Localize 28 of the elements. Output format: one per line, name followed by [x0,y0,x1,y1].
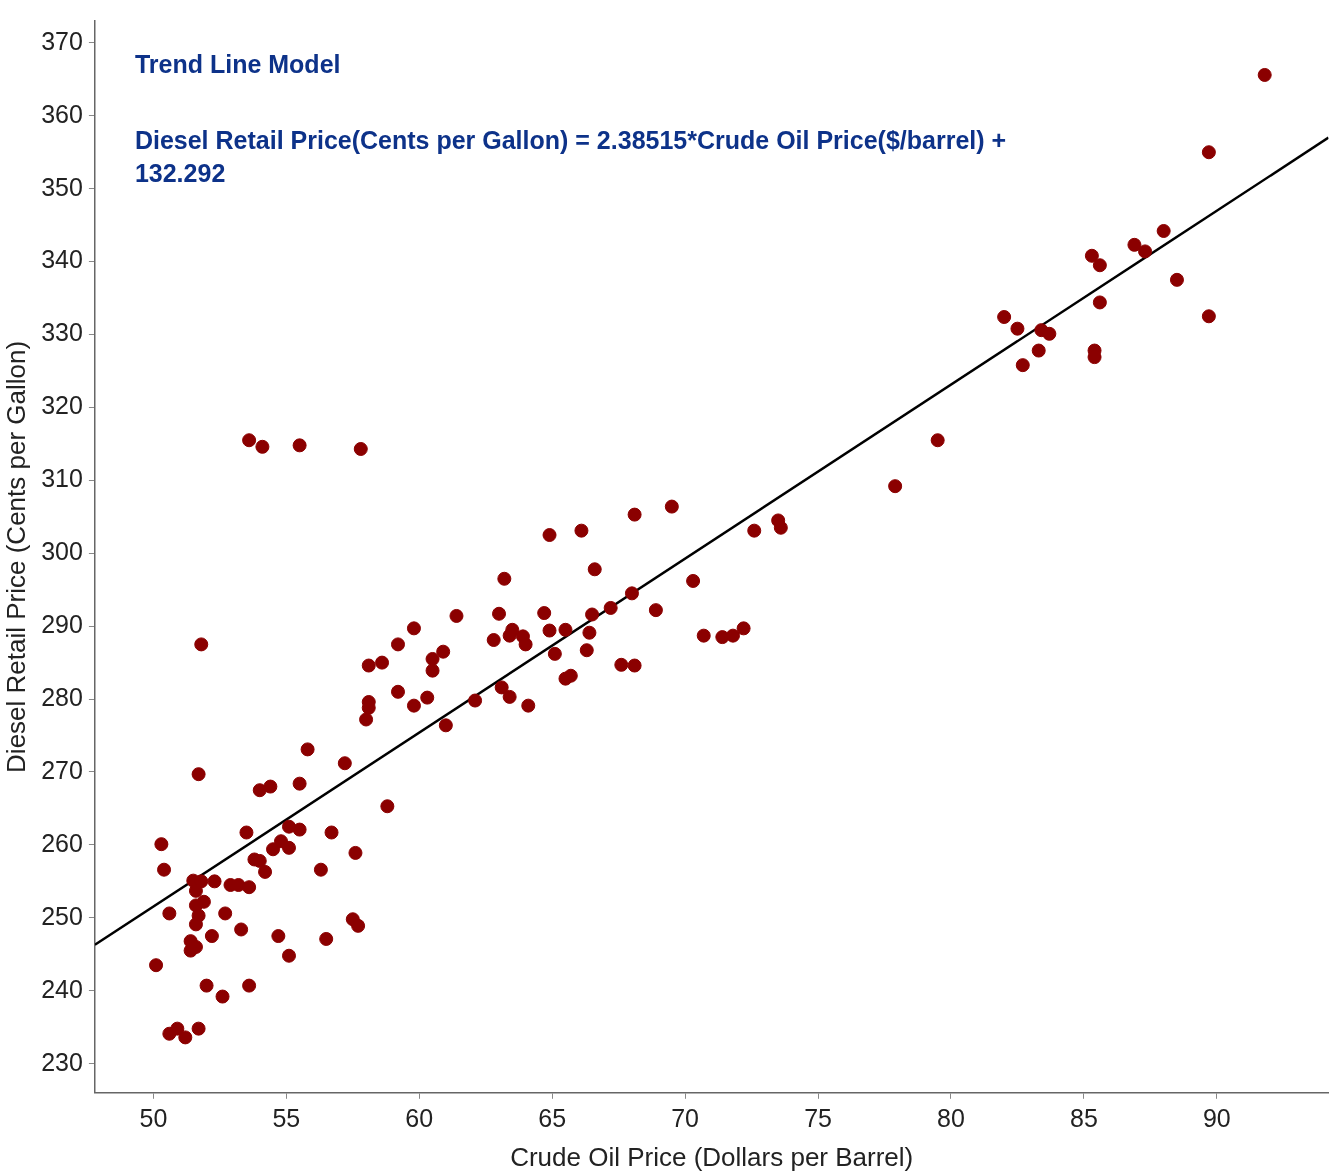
x-tick-label: 50 [139,1103,168,1132]
x-tick-label: 60 [405,1103,434,1132]
y-tick-label: 320 [41,391,83,420]
x-tick-label: 55 [272,1103,301,1132]
y-tick-label: 370 [41,26,83,55]
y-tick-label: 270 [41,755,83,784]
y-tick-label: 340 [41,245,83,274]
x-tick-label: 90 [1202,1103,1231,1132]
y-tick-label: 290 [41,610,83,639]
annotation: Diesel Retail Price(Cents per Gallon) = 2.38515*Crude Oil Price($/barrel) + 132.292 [134,126,1007,187]
x-tick-label: 70 [671,1103,700,1132]
y-tick-label: 260 [41,828,83,857]
annotation: Trend Line Model [134,50,341,78]
y-tick-label: 280 [41,682,83,711]
x-tick-label: 80 [937,1103,965,1132]
y-tick-label: 240 [41,974,83,1003]
y-tick-label: 360 [41,99,83,128]
y-tick-label: 230 [41,1047,83,1076]
y-axis-title: Diesel Retail Price (Cents per Gallon) [0,340,31,773]
y-tick-label: 250 [41,901,83,930]
y-tick-label: 330 [41,318,83,347]
y-tick-label: 310 [41,464,83,493]
x-axis-title: Crude Oil Price (Dollars per Barrel) [510,1141,914,1172]
y-tick-label: 350 [41,172,83,201]
x-tick-label: 75 [804,1103,832,1132]
y-tick-label: 300 [41,537,83,566]
x-tick-label: 85 [1070,1103,1098,1132]
x-tick-label: 65 [538,1103,567,1132]
